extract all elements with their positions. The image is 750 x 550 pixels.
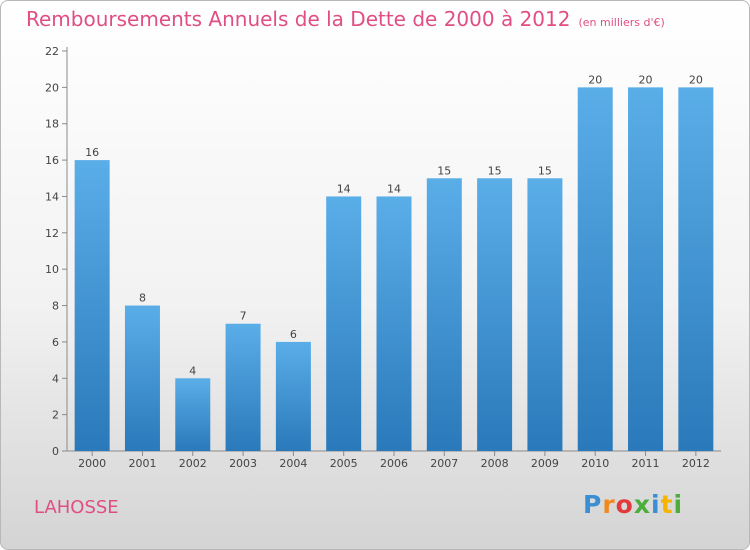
x-tick-label: 2009: [531, 457, 559, 470]
data-label: 15: [437, 164, 451, 177]
bar: [678, 87, 714, 451]
y-tick-label: 0: [52, 445, 59, 458]
x-tick-label: 2010: [581, 457, 609, 470]
bar: [577, 87, 613, 451]
proxiti-logo[interactable]: Proxiti: [583, 490, 683, 519]
y-tick-label: 6: [52, 336, 59, 349]
data-label: 14: [387, 182, 401, 195]
data-label: 20: [588, 73, 602, 86]
x-tick-label: 2005: [330, 457, 358, 470]
y-tick-label: 10: [45, 263, 59, 276]
data-label: 6: [290, 328, 297, 341]
data-label: 14: [337, 182, 351, 195]
data-label: 8: [139, 292, 146, 305]
x-tick-label: 2007: [430, 457, 458, 470]
data-label: 15: [488, 164, 502, 177]
chart-unit: (en milliers d'€): [578, 16, 665, 29]
y-tick-label: 20: [45, 81, 59, 94]
bar: [326, 196, 362, 451]
bar: [175, 378, 211, 451]
logo-letter: r: [602, 490, 616, 519]
data-label: 7: [240, 310, 247, 323]
bar: [275, 341, 311, 451]
x-tick-label: 2004: [279, 457, 307, 470]
axes: 0 2 4 6 8 10 12 14 16 18 20 22 2000 2001 2002 2003 2004 2…: [45, 45, 721, 470]
bars: 16 8 4 7 6 14 14 15 15 15 20 20 20: [74, 73, 714, 452]
bar: [527, 178, 563, 452]
bar: [477, 178, 513, 452]
y-tick-label: 12: [45, 227, 59, 240]
data-label: 4: [189, 364, 196, 377]
logo-letter: t: [660, 490, 674, 519]
x-tick-label: 2012: [682, 457, 710, 470]
bar: [225, 323, 261, 451]
logo-letter: P: [583, 490, 603, 519]
y-tick-label: 18: [45, 118, 59, 131]
bar: [628, 87, 664, 451]
logo-letter: i: [651, 490, 661, 519]
x-tick-label: 2001: [128, 457, 156, 470]
logo-letter: o: [615, 490, 634, 519]
bar: [74, 160, 110, 451]
town-name: LAHOSSE: [34, 497, 119, 518]
y-tick-label: 14: [45, 190, 59, 203]
y-tick-label: 16: [45, 154, 59, 167]
y-tick-label: 22: [45, 45, 59, 58]
data-label: 16: [85, 146, 99, 159]
y-tick-label: 4: [52, 372, 59, 385]
data-label: 15: [538, 164, 552, 177]
y-tick-label: 2: [52, 409, 59, 422]
bar: [376, 196, 412, 451]
x-tick-label: 2000: [78, 457, 106, 470]
x-tick-label: 2008: [481, 457, 509, 470]
x-tick-label: 2002: [179, 457, 207, 470]
data-label: 20: [639, 73, 653, 86]
x-tick-label: 2003: [229, 457, 257, 470]
chart-title: Remboursements Annuels de la Dette de 20…: [26, 7, 665, 31]
chart-title-text: Remboursements Annuels de la Dette de 20…: [26, 7, 571, 31]
logo-letter: i: [673, 490, 684, 519]
bar: [124, 305, 160, 451]
logo-letter: x: [633, 490, 651, 519]
bar: [426, 178, 462, 452]
x-tick-label: 2011: [632, 457, 660, 470]
y-tick-label: 8: [52, 300, 59, 313]
x-tick-label: 2006: [380, 457, 408, 470]
data-label: 20: [689, 73, 703, 86]
